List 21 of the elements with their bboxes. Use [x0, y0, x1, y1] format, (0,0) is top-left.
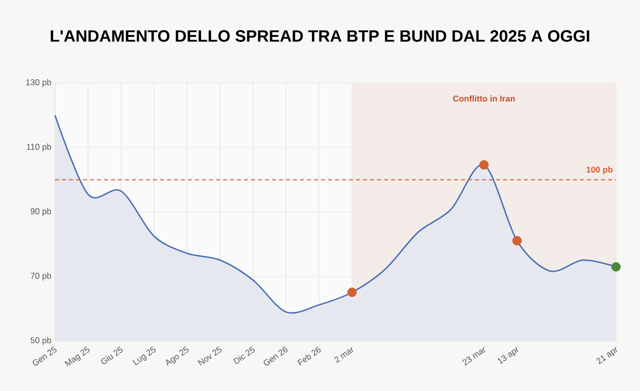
y-tick-label: 90 pb: [30, 208, 52, 216]
y-tick-label: 50 pb: [30, 337, 52, 345]
y-tick-label: 70 pb: [30, 272, 52, 280]
x-tick-label: 23 mar: [462, 347, 486, 366]
x-tick-label: 2 mar: [334, 347, 354, 363]
x-tick-label: Gen 26: [264, 346, 288, 366]
chart-title: L'ANDAMENTO DELLO SPREAD TRA BTP E BUND DAL 2025 A OGGI: [50, 30, 590, 42]
x-tick-label: Giu 25: [101, 346, 123, 364]
band-label: Conflitto in Iran: [453, 95, 515, 102]
x-tick-label: Mag 25: [64, 346, 90, 367]
y-tick-label: 110 pb: [26, 144, 52, 152]
x-tick-label: Gen 25: [32, 346, 57, 366]
y-tick-label: 130 pb: [26, 79, 52, 87]
x-tick-label: Feb 26: [297, 346, 321, 366]
x-tick-label: 13 apr: [498, 347, 518, 364]
ref-line-label: 100 pb: [586, 166, 613, 174]
x-tick-label: Dic 25: [233, 346, 255, 364]
x-tick-label: Lug 25: [132, 346, 156, 366]
x-tick-label: Ago 25: [166, 346, 189, 366]
x-tick-label: 21 apr: [596, 347, 618, 364]
x-tick-label: Nov 25: [198, 346, 222, 366]
